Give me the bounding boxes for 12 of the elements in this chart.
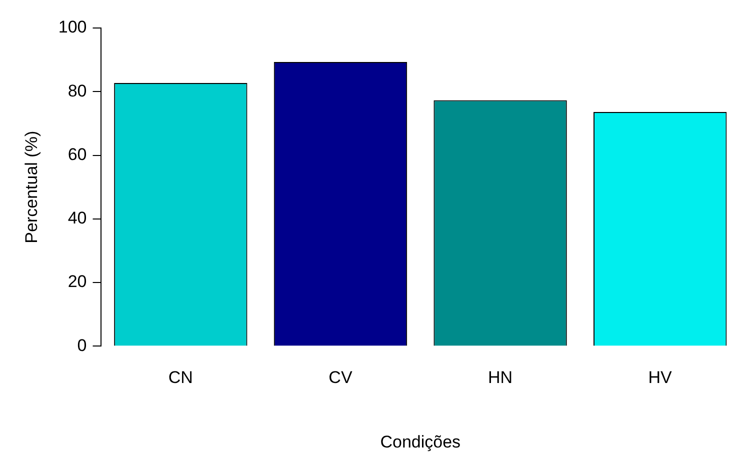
x-axis-title: Condições bbox=[380, 432, 461, 452]
x-tick-label: HN bbox=[488, 368, 513, 388]
x-tick-label: CV bbox=[328, 368, 353, 388]
x-tick-label: CN bbox=[168, 368, 193, 388]
y-tick-label: 100 bbox=[58, 18, 87, 37]
x-tick-label: HV bbox=[648, 368, 673, 388]
y-tick-label: 0 bbox=[77, 336, 87, 355]
y-axis-title: Percentual (%) bbox=[22, 130, 41, 244]
y-tick-label: 60 bbox=[68, 144, 87, 164]
y-tick-label: 40 bbox=[68, 208, 87, 228]
y-tick-label: 20 bbox=[68, 272, 87, 292]
y-tick-label: 80 bbox=[68, 81, 87, 100]
